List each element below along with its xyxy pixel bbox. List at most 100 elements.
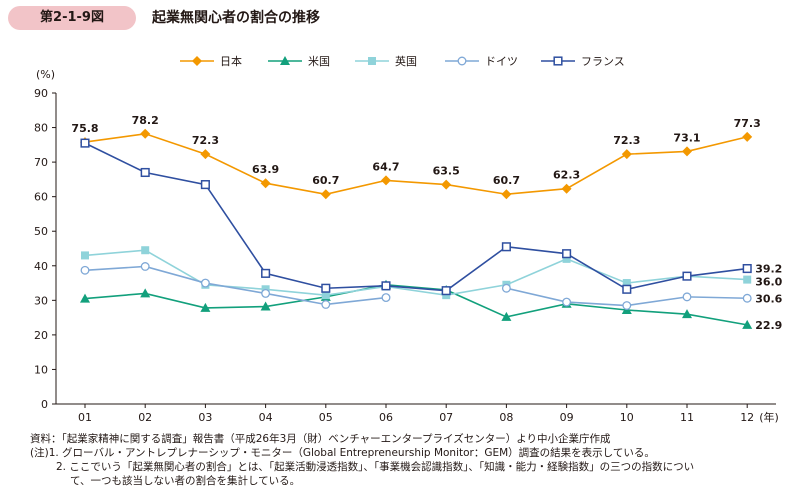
data-point xyxy=(260,178,271,189)
chart-axes: (%) 0 10 20 30 40 50 60 70 80 90 01 02 03 04 05 06 07 08 09… xyxy=(34,68,779,424)
chart-data-labels: 75.8 78.2 72.3 63.9 60.7 64.7 63.5 60.7 62.3 72.3… xyxy=(71,114,782,332)
data-point xyxy=(140,167,150,178)
data-point xyxy=(742,131,753,142)
series-line xyxy=(84,132,748,196)
data-point xyxy=(562,254,571,263)
data-label: 60.7 xyxy=(493,174,520,187)
data-label: 72.3 xyxy=(613,134,640,147)
data-point xyxy=(80,293,90,303)
end-label: 39.2 xyxy=(755,263,782,276)
series-line xyxy=(84,265,387,306)
series-line xyxy=(84,283,748,326)
data-point xyxy=(501,283,511,293)
source-note: 資料：「起業家精神に関する調査」報告書（平成26年3月（財）ベンチャーエンタープ… xyxy=(30,433,611,445)
data-point xyxy=(200,278,210,288)
legend-swatch-marker xyxy=(280,56,290,65)
data-point xyxy=(501,242,511,252)
data-point xyxy=(320,189,331,200)
x-tick-label: 05 xyxy=(319,411,333,424)
legend-item: ドイツ xyxy=(445,55,518,68)
x-tick-label: 02 xyxy=(138,411,152,424)
x-tick-label: 07 xyxy=(439,411,453,424)
data-point xyxy=(441,286,451,296)
data-point xyxy=(622,284,632,294)
legend-label: 日本 xyxy=(220,54,242,68)
data-point xyxy=(381,281,391,291)
y-tick-label: 0 xyxy=(41,398,48,411)
data-point xyxy=(381,175,391,186)
y-tick-label: 40 xyxy=(34,260,48,273)
data-point xyxy=(682,271,692,281)
figure-title: 起業無関心者の割合の推移 xyxy=(152,10,320,26)
y-tick-label: 70 xyxy=(34,156,48,169)
legend-item: 英国 xyxy=(355,54,417,68)
x-axis-label: (年) xyxy=(759,410,779,424)
legend-label: 英国 xyxy=(395,54,417,68)
x-tick-label: 09 xyxy=(560,411,574,424)
end-label: 30.6 xyxy=(755,292,782,305)
data-point xyxy=(441,179,452,190)
y-tick-label: 50 xyxy=(34,225,48,238)
data-point xyxy=(140,262,150,271)
data-label: 73.1 xyxy=(673,131,700,144)
data-point xyxy=(200,180,210,190)
figure-number-badge: 第2-1-9図 xyxy=(8,6,136,30)
y-tick-label: 60 xyxy=(34,191,48,204)
data-point xyxy=(682,292,692,302)
note-1: (注)1. グローバル・アントレプレナーシップ・モニター（Global Entr… xyxy=(30,447,655,459)
data-label: 60.7 xyxy=(312,174,339,187)
data-point xyxy=(140,128,151,139)
data-label: 78.2 xyxy=(132,114,159,127)
x-tick-label: 03 xyxy=(198,411,212,424)
data-point xyxy=(682,309,692,319)
series-square xyxy=(81,246,752,300)
x-tick-label: 11 xyxy=(680,411,694,424)
legend-label: 米国 xyxy=(308,55,330,68)
data-point xyxy=(622,301,632,310)
note-2: 2. ここでいう「起業無関心者の割合」とは、「起業活動浸透指数」、「事業機会認識… xyxy=(56,461,695,473)
y-tick-label: 80 xyxy=(34,122,48,135)
end-label: 22.9 xyxy=(755,319,782,332)
legend-swatch-marker xyxy=(192,56,202,66)
y-tick-label: 90 xyxy=(34,87,48,100)
data-point xyxy=(743,275,752,284)
data-point xyxy=(200,149,211,160)
y-tick-label: 10 xyxy=(34,363,48,376)
series-triangle xyxy=(80,279,753,329)
series-diamond xyxy=(80,128,753,200)
data-point xyxy=(261,268,271,278)
legend-swatch-marker xyxy=(553,56,563,66)
y-tick-label: 30 xyxy=(34,294,48,307)
chart-series xyxy=(80,128,753,329)
data-point xyxy=(381,293,391,303)
legend-swatch-marker xyxy=(368,57,376,65)
chart-legend: 日本 米国 英国 ドイツ フランス xyxy=(180,54,625,68)
chart-notes: 資料：「起業家精神に関する調査」報告書（平成26年3月（財）ベンチャーエンタープ… xyxy=(30,432,790,488)
legend-item: フランス xyxy=(541,55,625,68)
data-label: 64.7 xyxy=(372,160,399,173)
data-point xyxy=(200,302,211,312)
note-2-continued: て、一つも該当しない者の割合を集計している。 xyxy=(70,475,301,487)
data-label: 72.3 xyxy=(192,134,219,147)
line-chart: 日本 米国 英国 ドイツ フランス (%) 0 10 20 30 40 50 60 70 80 90 01 02… xyxy=(34,54,783,424)
series-circle xyxy=(80,262,752,310)
data-point xyxy=(622,279,631,288)
data-point xyxy=(682,146,692,157)
data-point xyxy=(260,301,271,311)
data-point xyxy=(561,183,572,194)
data-label: 62.3 xyxy=(553,169,580,182)
legend-label: フランス xyxy=(581,55,625,68)
x-tick-label: 10 xyxy=(620,411,634,424)
data-point xyxy=(562,297,572,307)
legend-swatch-marker xyxy=(457,56,467,66)
data-label: 63.5 xyxy=(433,165,460,178)
x-tick-label: 04 xyxy=(259,411,273,424)
end-label: 36.0 xyxy=(755,276,782,289)
y-tick-label: 20 xyxy=(34,329,48,342)
data-point xyxy=(261,288,271,298)
series-open-square xyxy=(80,138,752,296)
data-point xyxy=(501,189,512,200)
y-axis-label: (%) xyxy=(36,68,55,81)
data-point xyxy=(742,319,753,329)
data-point xyxy=(742,293,752,303)
